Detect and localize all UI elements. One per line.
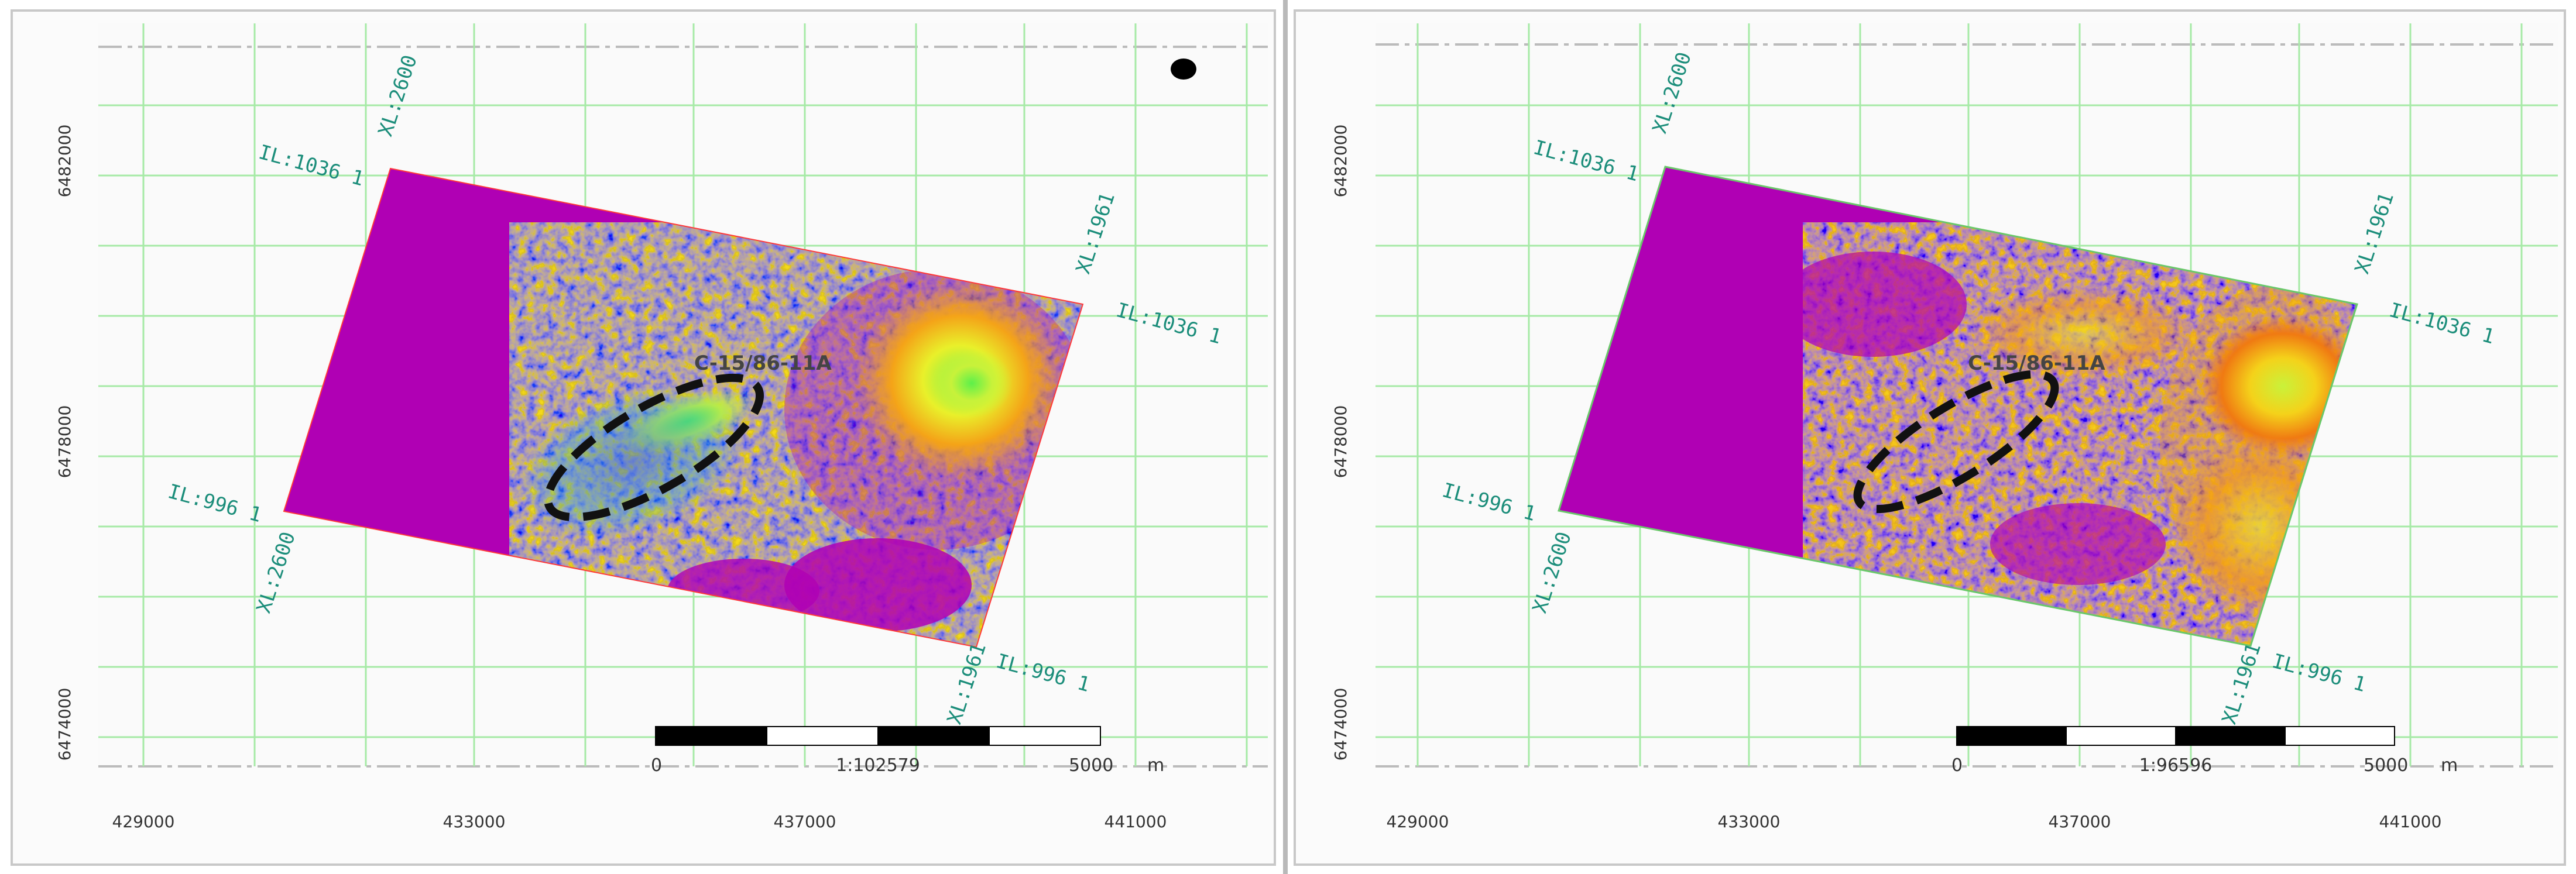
well-label: C-15/86-11A — [1968, 352, 2105, 375]
x-tick: 441000 — [2379, 812, 2442, 831]
y-tick: 6482000 — [55, 125, 74, 198]
map-canvas-right: C-15/86-11A IL:1036 1 XL:2600 XL:1961 IL… — [1294, 9, 2566, 866]
scale-bar: 0 1:102579 5000 m — [651, 726, 1164, 776]
y-tick: 6482000 — [1331, 125, 1350, 198]
seismic-attribute-map — [283, 167, 1084, 648]
x-tick: 433000 — [443, 812, 506, 831]
highlight-ellipse — [544, 373, 764, 522]
y-tick: 6474000 — [55, 688, 74, 761]
scale-bar: 0 1:96596 5000 m — [1951, 726, 2458, 776]
scale-max: 5000 — [2364, 755, 2408, 776]
scale-ratio: 1:102579 — [836, 755, 920, 776]
scale-unit: m — [2441, 755, 2458, 776]
scale-max: 5000 — [1069, 755, 1113, 776]
y-tick: 6478000 — [1331, 405, 1350, 479]
well-label: C-15/86-11A — [694, 352, 832, 375]
x-tick: 429000 — [112, 812, 175, 831]
y-tick: 6478000 — [55, 405, 74, 479]
scale-zero: 0 — [1951, 755, 1963, 776]
scale-zero: 0 — [651, 755, 662, 776]
scale-ratio: 1:96596 — [2139, 755, 2213, 776]
x-tick: 437000 — [2049, 812, 2111, 831]
map-canvas-left: C-15/86-11A IL:1036 1 XL:2600 XL:1961 IL… — [11, 9, 1276, 866]
x-tick: 429000 — [1387, 812, 1449, 831]
scale-unit: m — [1147, 755, 1164, 776]
north-marker-dot — [1171, 59, 1196, 80]
map-panel-right: C-15/86-11A IL:1036 1 XL:2600 XL:1961 IL… — [1288, 0, 2576, 874]
map-panel-left: C-15/86-11A IL:1036 1 XL:2600 XL:1961 IL… — [0, 0, 1283, 874]
x-tick: 441000 — [1105, 812, 1167, 831]
panel-separator — [1283, 0, 1288, 874]
x-tick: 437000 — [774, 812, 836, 831]
x-tick: 433000 — [1718, 812, 1781, 831]
y-tick: 6474000 — [1331, 688, 1350, 761]
highlight-ellipse — [1853, 370, 2059, 514]
